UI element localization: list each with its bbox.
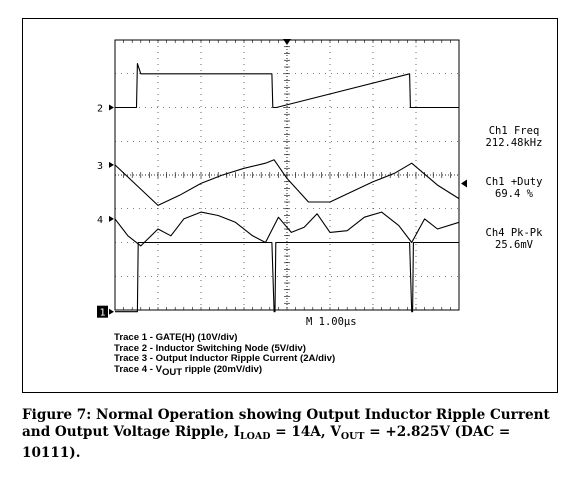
caption-sub-out: OUT xyxy=(340,431,365,442)
oscilloscope-plot: 1 2 3 4 xyxy=(97,39,467,319)
measurement-pkpk-label: Ch4 Pk-Pk xyxy=(485,227,543,239)
trigger-marker xyxy=(283,39,291,45)
trace-2-line xyxy=(115,63,459,109)
measurement-duty-label: Ch1 +Duty xyxy=(485,176,543,188)
legend-line-3: Trace 3 - Output Inductor Ripple Current… xyxy=(114,353,336,365)
legend-line-4-pre: Trace 4 - V xyxy=(114,363,162,375)
measurement-freq-value: 212.48kHz xyxy=(485,137,543,149)
caption-line-1: Figure 7: Normal Operation showing Outpu… xyxy=(22,407,550,423)
legend-line-2: Trace 2 - Inductor Switching Node (5V/di… xyxy=(114,342,306,354)
legend-line-4: Trace 4 - VOUT ripple (20mV/div) xyxy=(114,363,335,379)
channel-3-marker: 3 xyxy=(97,161,103,172)
caption-sub-load: LOAD xyxy=(239,431,271,442)
trigger-level-arrow xyxy=(461,179,467,188)
channel-4-arrow xyxy=(109,215,114,222)
caption-line-2-pre: and Output Voltage Ripple, I xyxy=(22,424,240,440)
measurement-pkpk-value: 25.6mV xyxy=(495,239,533,251)
caption-line-2-mid: = 14A, V xyxy=(270,424,341,440)
legend-line-4-post: ripple (20mV/div) xyxy=(182,363,263,375)
measurement-freq: Ch1 Freq 212.48kHz xyxy=(468,125,560,149)
figure-frame xyxy=(22,18,558,393)
timebase-label: M 1.00µs xyxy=(306,316,357,328)
measurement-duty-value: 69.4 % xyxy=(495,188,533,200)
measurement-freq-label: Ch1 Freq xyxy=(488,125,540,137)
channel-3-arrow xyxy=(109,161,114,168)
channel-4-marker: 4 xyxy=(97,215,103,226)
measurement-pkpk: Ch4 Pk-Pk 25.6mV xyxy=(468,227,560,251)
trace-3-line xyxy=(114,159,460,206)
legend-line-4-sub: OUT xyxy=(162,366,183,378)
caption-line-2-post: = +2.825V (DAC = xyxy=(364,424,511,440)
caption-line-2: and Output Voltage Ripple, ILOAD = 14A, … xyxy=(22,424,562,445)
channel-1-marker-box xyxy=(97,305,108,318)
trace-4-line xyxy=(114,211,460,247)
channel-1-arrow xyxy=(109,308,114,315)
channel-2-marker: 2 xyxy=(97,104,103,115)
caption-line-3: 10111). xyxy=(22,445,81,461)
legend-line-1: Trace 1 - GATE(H) (10V/div) xyxy=(114,332,238,343)
trace-legend: Trace 1 - GATE(H) (10V/div) Trace 2 - In… xyxy=(114,332,336,379)
measurement-duty: Ch1 +Duty 69.4 % xyxy=(468,176,560,200)
figure-caption: Figure 7: Normal Operation showing Outpu… xyxy=(22,407,562,462)
channel-2-arrow xyxy=(109,104,114,111)
channel-1-marker: 1 xyxy=(99,308,105,319)
